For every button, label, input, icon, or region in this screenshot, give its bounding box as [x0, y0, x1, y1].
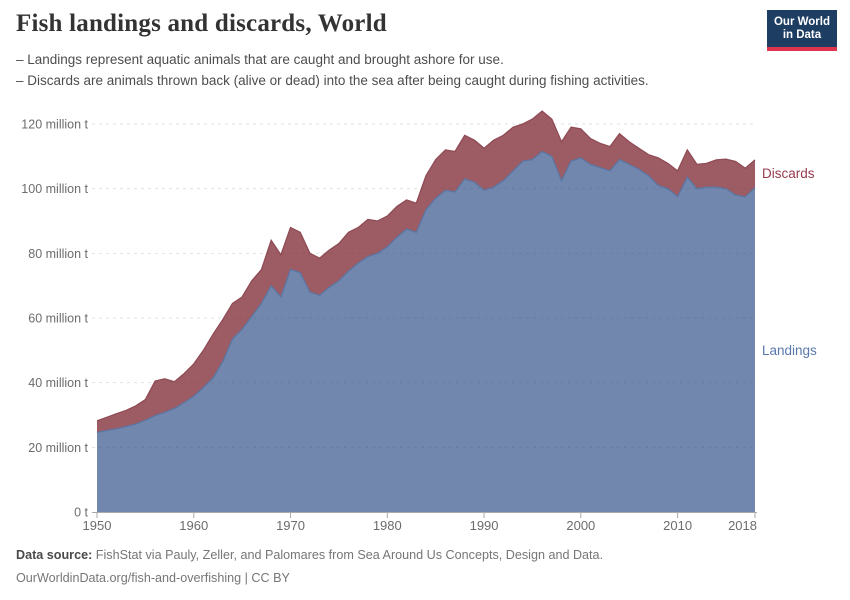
y-tick-label: 80 million t [28, 247, 88, 261]
x-tick-label: 2000 [566, 518, 595, 533]
x-tick-label: 2018 [728, 518, 757, 533]
plot-areas [96, 110, 756, 513]
y-tick-label: 100 million t [21, 182, 88, 196]
subtitle-line-discards: – Discards are animals thrown back (aliv… [16, 73, 649, 88]
owid-url[interactable]: OurWorldinData.org/fish-and-overfishing [16, 571, 242, 585]
owid-logo-line2: in Data [782, 29, 822, 41]
gridlines [92, 123, 757, 448]
chart-subtitle: – Landings represent aquatic animals tha… [16, 49, 649, 91]
data-source-text: FishStat via Pauly, Zeller, and Palomare… [92, 548, 604, 562]
chart-footer: Data source: FishStat via Pauly, Zeller,… [16, 544, 603, 590]
x-tick-label: 1950 [83, 518, 112, 533]
x-tick-label: 1990 [470, 518, 499, 533]
x-tick-label: 1970 [276, 518, 305, 533]
x-tick-label: 1980 [373, 518, 402, 533]
series-label-discards[interactable]: Discards [762, 166, 815, 181]
subtitle-line-landings: – Landings represent aquatic animals tha… [16, 52, 504, 67]
data-source-line: Data source: FishStat via Pauly, Zeller,… [16, 544, 603, 567]
license-line: OurWorldinData.org/fish-and-overfishing … [16, 567, 603, 590]
data-source-label: Data source: [16, 548, 93, 562]
discards-boundary-line [96, 110, 756, 422]
x-tick-label: 1960 [179, 518, 208, 533]
owid-logo[interactable]: Our World in Data [766, 10, 837, 51]
page-title: Fish landings and discards, World [16, 10, 387, 37]
y-tick-label: 0 t [74, 506, 88, 520]
y-tick-label: 60 million t [28, 312, 88, 326]
y-tick-label: 20 million t [28, 441, 88, 455]
owid-logo-line1: Our World [773, 16, 830, 28]
y-tick-label: 40 million t [28, 376, 88, 390]
discards-area[interactable] [97, 111, 755, 433]
license-text: | CC BY [241, 571, 290, 585]
y-tick-label: 120 million t [21, 118, 88, 132]
landings-boundary-line [96, 150, 756, 434]
series-label-landings[interactable]: Landings [762, 343, 817, 358]
x-tick-label: 2010 [663, 518, 692, 533]
landings-area[interactable] [97, 151, 755, 513]
